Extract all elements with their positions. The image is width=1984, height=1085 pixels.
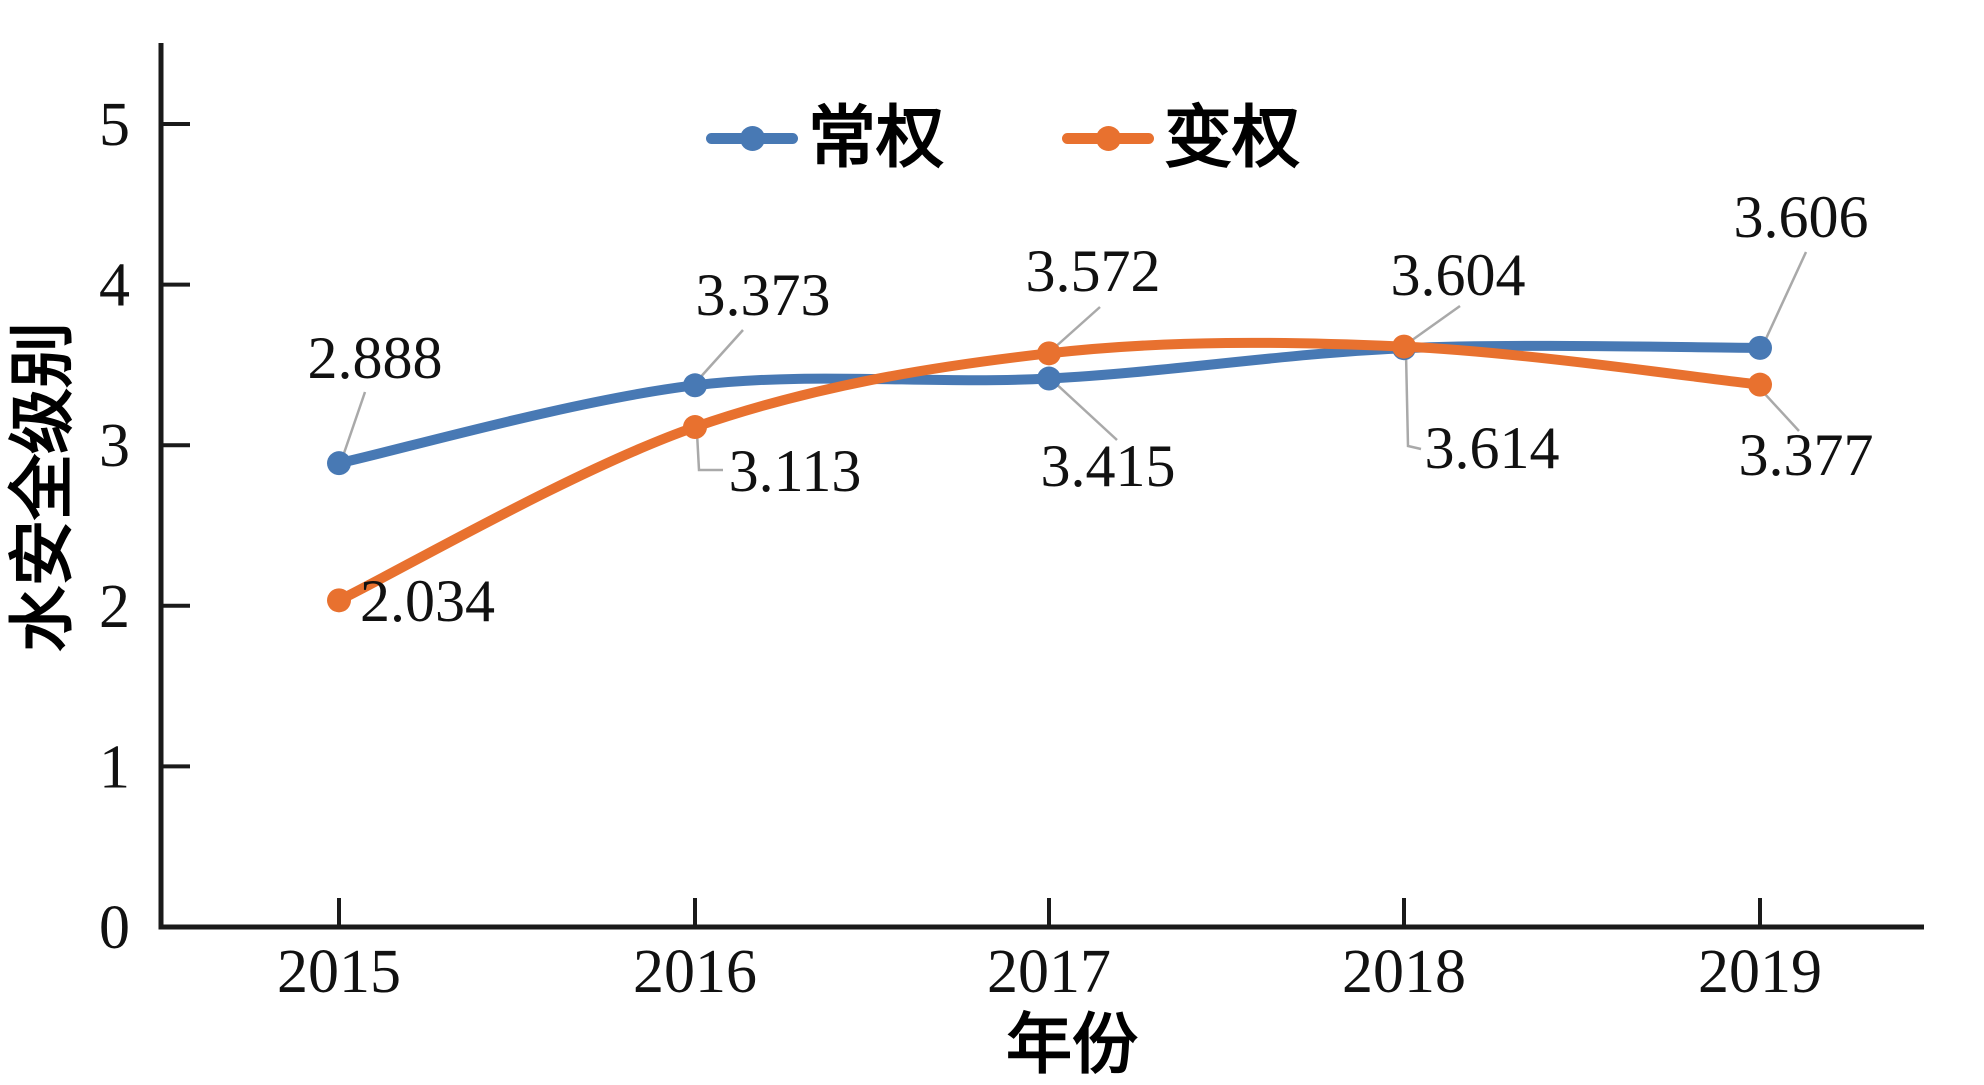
data-label: 2.034 [360, 568, 495, 634]
y-tick-label: 5 [99, 91, 130, 159]
label-leader-line [340, 391, 367, 460]
data-point-marker [1037, 341, 1061, 366]
data-label: 3.373 [696, 262, 831, 328]
data-label: 3.606 [1734, 184, 1869, 250]
data-point-marker [327, 588, 351, 613]
data-label: 3.604 [1391, 242, 1526, 308]
data-point-marker [683, 415, 707, 440]
y-tick-label: 3 [99, 412, 130, 480]
y-axis-title: 水安全级别 [7, 322, 80, 652]
data-label: 3.377 [1739, 422, 1874, 488]
legend-item-changquan: 常权 [706, 104, 944, 172]
label-leader-line [695, 432, 723, 472]
label-leader-line [1052, 306, 1101, 350]
label-leader-line [1407, 304, 1461, 345]
label-leader-line [696, 329, 744, 382]
y-tick-label: 1 [99, 733, 130, 801]
legend-item-bianquan: 变权 [1062, 104, 1300, 172]
y-tick-label: 4 [99, 252, 130, 320]
label-leader-line [1404, 352, 1422, 451]
data-point-marker [1748, 335, 1772, 360]
legend-line-marker-blue [706, 125, 798, 151]
data-label: 3.113 [729, 438, 862, 504]
legend-line-marker-orange [1062, 125, 1155, 151]
legend: 常权 变权 [706, 104, 1300, 172]
x-tick-label: 2016 [633, 938, 757, 1006]
y-tick-label: 2 [99, 573, 130, 641]
x-tick-label: 2017 [987, 938, 1111, 1006]
label-leader-line [1763, 392, 1800, 432]
y-tick-label: 0 [99, 894, 130, 962]
legend-label-bianquan: 变权 [1164, 100, 1301, 176]
data-label: 3.572 [1026, 238, 1161, 304]
x-tick-label: 2019 [1698, 938, 1822, 1006]
data-point-marker [327, 451, 351, 476]
data-point-marker [1748, 372, 1772, 397]
label-leader-line [1052, 380, 1118, 441]
data-point-marker [683, 373, 707, 398]
legend-dot-blue [740, 125, 765, 151]
data-label: 3.415 [1041, 433, 1176, 499]
label-leader-line [1762, 251, 1808, 344]
x-axis-title: 年份 [1006, 1009, 1138, 1082]
data-point-marker [1392, 334, 1416, 359]
legend-dot-orange [1096, 125, 1122, 151]
x-tick-label: 2018 [1342, 938, 1466, 1006]
data-label: 2.888 [308, 325, 443, 391]
legend-label-changquan: 常权 [808, 100, 945, 176]
data-point-marker [1037, 366, 1061, 391]
x-tick-label: 2015 [277, 938, 401, 1006]
data-label: 3.614 [1425, 415, 1560, 481]
